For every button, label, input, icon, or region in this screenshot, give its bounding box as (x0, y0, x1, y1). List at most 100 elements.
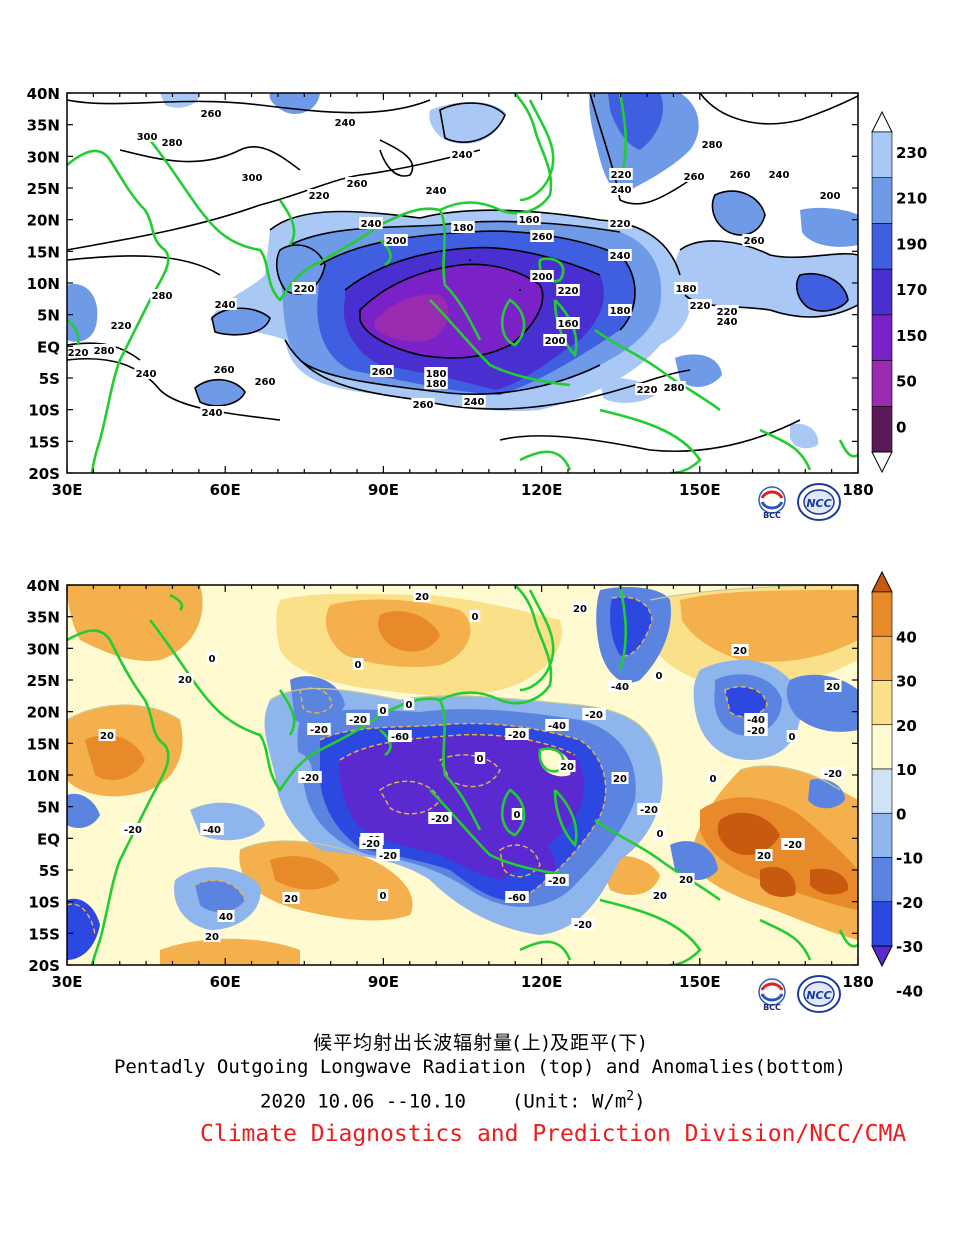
contour-label: -40 (548, 721, 566, 732)
lon-label: 60E (210, 973, 241, 991)
contour-label-bg (370, 365, 394, 377)
contour-label: 160 (519, 215, 540, 226)
lon-label: 180 (842, 481, 873, 499)
contour-label: 180 (676, 284, 697, 295)
ncc-logo: NCC (796, 974, 842, 1014)
contour-label-bg (450, 148, 474, 160)
contour-label-bg (359, 837, 383, 849)
contour-label-bg (469, 610, 481, 622)
contour-label-bg (715, 315, 739, 327)
lat-label: 10N (27, 767, 60, 785)
contour-label: 260 (347, 179, 368, 190)
contour-label-bg (377, 704, 389, 716)
lon-label: 30E (51, 973, 82, 991)
contour-label-bg (635, 383, 659, 395)
contour-label: 260 (684, 172, 705, 183)
contour-label-bg (571, 918, 595, 930)
colorbar-label: -40 (896, 982, 923, 1000)
contour-label: 220 (111, 321, 132, 332)
contour-label-bg (662, 381, 686, 393)
longitude-labels: 30E 60E 90E 120E 150E 180 (51, 481, 873, 499)
lon-label: 90E (368, 481, 399, 499)
anomaly-colorbar: 40 30 20 10 0 -10 -20 -30 -40 (871, 570, 923, 1000)
lon-label: 180 (842, 973, 873, 991)
olr-colorbar: 230 210 190 170 150 50 0 (871, 110, 927, 474)
lat-label: 5S (39, 862, 60, 880)
lat-label: 15N (27, 243, 60, 261)
contour-label: 240 (452, 150, 473, 161)
contour-label: 0 (514, 810, 521, 821)
contour-label-bg (781, 838, 805, 850)
contour-label-bg (530, 230, 554, 242)
contour-label-bg (682, 170, 706, 182)
contour-label: 220 (611, 170, 632, 181)
contour-label-bg (377, 889, 389, 901)
contour-label: 260 (201, 109, 222, 120)
contour-label: 240 (611, 185, 632, 196)
contour-label: 0 (380, 706, 387, 717)
contour-label-bg (755, 849, 773, 861)
contour-label-bg (253, 375, 277, 387)
contour-label: 20 (560, 762, 574, 773)
contour-label-bg (818, 189, 842, 201)
title-english: Pentadly Outgoing Longwave Radiation (to… (113, 1056, 847, 1078)
contour-label: 0 (209, 654, 216, 665)
contour-label-bg (700, 138, 724, 150)
contour-label: 0 (789, 732, 796, 743)
lat-label: 20N (27, 212, 60, 230)
bcc-logo: BCC (752, 976, 792, 1012)
contour-label-bg (333, 116, 357, 128)
contour-label: 20 (653, 891, 667, 902)
contour-label-bg (571, 602, 589, 614)
date-range: 2020 10.06 --10.10 (260, 1090, 466, 1113)
contour-label: 20 (733, 646, 747, 657)
contour-label: 40 (219, 912, 233, 923)
anomaly-shading (67, 585, 858, 965)
contour-label-bg (403, 698, 415, 710)
contour-label-bg (150, 289, 174, 301)
contour-label: 240 (610, 251, 631, 262)
lat-label: 15N (27, 735, 60, 753)
contour-label-bg (200, 823, 224, 835)
olr-anomaly-map-panel: 20 20 0 0 0 20 20 -20 0 -20 0 -20 -20 -40 -60 -20 -40 0 20… (27, 570, 923, 1014)
unit-superscript: 2 (626, 1089, 635, 1104)
contour-label-bg (824, 680, 842, 692)
lat-label: 25N (27, 180, 60, 198)
contour-label: 240 (769, 170, 790, 181)
colorbar-label: 50 (896, 373, 917, 391)
contour-label-bg (376, 849, 400, 861)
contour-label: 180 (453, 223, 474, 234)
contour-label-bg (292, 282, 316, 294)
olr-shading (67, 93, 858, 473)
contour-label: 220 (558, 286, 579, 297)
lat-label: 40N (27, 85, 60, 103)
contour-label-bg (206, 652, 218, 664)
contour-label-bg (821, 767, 845, 779)
contour-label: 240 (426, 186, 447, 197)
contour-label-bg (556, 317, 580, 329)
contour-label: -60 (391, 732, 409, 743)
contour-label-bg (121, 823, 145, 835)
contour-label-bg (212, 363, 236, 375)
contour-label: -20 (431, 814, 449, 825)
colorbar-arrow-bottom (871, 945, 893, 968)
contour-label-bg (388, 730, 412, 742)
contour-label: 200 (820, 191, 841, 202)
contour-label: 0 (710, 774, 717, 785)
colorbar-box (871, 635, 893, 681)
lat-label: 10N (27, 275, 60, 293)
contour-label-bg (462, 395, 486, 407)
contour-label: 160 (558, 319, 579, 330)
contour-label: 240 (464, 397, 485, 408)
contour-label-bg (543, 334, 567, 346)
contour-label: -20 (640, 805, 658, 816)
contour-label-bg (715, 305, 739, 317)
contour-label-bg (203, 930, 221, 942)
lat-label: 5S (39, 370, 60, 388)
contour-label: 20 (205, 932, 219, 943)
contour-label: 0 (657, 829, 664, 840)
contour-label: 0 (406, 700, 413, 711)
contour-label: 260 (372, 367, 393, 378)
contour-label-bg (608, 249, 632, 261)
lon-label: 30E (51, 481, 82, 499)
